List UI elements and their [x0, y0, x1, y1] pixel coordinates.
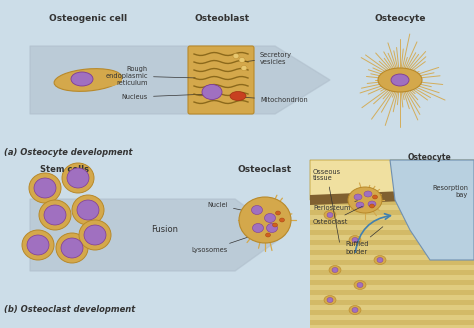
Ellipse shape	[67, 168, 89, 188]
Ellipse shape	[56, 233, 88, 263]
Ellipse shape	[368, 201, 376, 207]
Text: Periosteum: Periosteum	[313, 201, 357, 211]
Polygon shape	[310, 300, 474, 305]
Polygon shape	[310, 160, 474, 165]
Ellipse shape	[275, 211, 281, 215]
Text: Rough
endoplasmic
reticulum: Rough endoplasmic reticulum	[106, 66, 195, 86]
Ellipse shape	[39, 200, 71, 230]
Polygon shape	[310, 310, 474, 315]
Text: Osteoclast: Osteoclast	[238, 165, 292, 174]
Ellipse shape	[22, 230, 54, 260]
Text: Osteocyte: Osteocyte	[408, 153, 452, 162]
Ellipse shape	[84, 225, 106, 245]
Text: Secretory
vesicles: Secretory vesicles	[245, 51, 292, 65]
Ellipse shape	[354, 194, 362, 200]
Ellipse shape	[29, 173, 61, 203]
Ellipse shape	[44, 205, 66, 225]
Text: Ruffled
border: Ruffled border	[345, 227, 383, 255]
Text: Nucleus: Nucleus	[122, 94, 207, 100]
Polygon shape	[310, 210, 474, 215]
Ellipse shape	[370, 204, 374, 208]
Ellipse shape	[241, 66, 247, 71]
Ellipse shape	[266, 223, 277, 233]
Ellipse shape	[34, 178, 56, 198]
Text: Fusion: Fusion	[152, 226, 179, 235]
Polygon shape	[310, 188, 474, 205]
Ellipse shape	[102, 78, 122, 86]
Ellipse shape	[202, 85, 222, 99]
Text: Osteogenic cell: Osteogenic cell	[49, 14, 127, 23]
FancyArrow shape	[30, 199, 285, 271]
Ellipse shape	[348, 187, 382, 213]
Text: Osteoblast: Osteoblast	[194, 14, 250, 23]
Ellipse shape	[324, 296, 336, 304]
Polygon shape	[310, 170, 474, 175]
Ellipse shape	[374, 256, 386, 264]
Ellipse shape	[354, 280, 366, 290]
Ellipse shape	[61, 238, 83, 258]
Text: Mitochondrion: Mitochondrion	[242, 97, 308, 103]
Polygon shape	[310, 250, 474, 255]
Ellipse shape	[252, 206, 263, 215]
Text: Resorption
bay: Resorption bay	[432, 185, 468, 198]
Ellipse shape	[72, 195, 104, 225]
Polygon shape	[310, 290, 474, 295]
Ellipse shape	[253, 223, 264, 233]
Ellipse shape	[62, 163, 94, 193]
FancyBboxPatch shape	[188, 46, 254, 114]
Text: (a) Osteocyte development: (a) Osteocyte development	[4, 148, 133, 157]
Ellipse shape	[230, 92, 246, 100]
FancyArrow shape	[30, 46, 330, 114]
Ellipse shape	[71, 72, 93, 86]
Ellipse shape	[357, 282, 363, 288]
Ellipse shape	[265, 233, 271, 237]
Polygon shape	[310, 190, 474, 195]
Polygon shape	[310, 280, 474, 285]
Text: Lysosomes: Lysosomes	[192, 229, 273, 253]
Text: Stem cells: Stem cells	[40, 165, 90, 174]
Text: (b) Osteoclast development: (b) Osteoclast development	[4, 305, 135, 314]
Ellipse shape	[280, 218, 284, 222]
Ellipse shape	[233, 53, 239, 58]
Ellipse shape	[377, 257, 383, 262]
Ellipse shape	[77, 200, 99, 220]
Polygon shape	[310, 260, 474, 265]
Ellipse shape	[239, 57, 245, 63]
Ellipse shape	[364, 191, 372, 197]
Ellipse shape	[352, 237, 358, 242]
Polygon shape	[390, 160, 474, 260]
Text: Osseous
tissue: Osseous tissue	[313, 169, 341, 242]
Text: Nuclei: Nuclei	[208, 202, 257, 214]
Ellipse shape	[264, 214, 275, 222]
Polygon shape	[310, 320, 474, 325]
Polygon shape	[310, 200, 474, 205]
Ellipse shape	[329, 265, 341, 275]
Ellipse shape	[239, 197, 291, 243]
Ellipse shape	[378, 68, 422, 92]
Ellipse shape	[373, 195, 377, 199]
Ellipse shape	[349, 305, 361, 315]
Ellipse shape	[352, 308, 358, 313]
Polygon shape	[310, 160, 474, 200]
Text: Osteoclast: Osteoclast	[313, 206, 363, 225]
Ellipse shape	[356, 202, 364, 208]
Polygon shape	[310, 160, 474, 328]
Ellipse shape	[332, 268, 338, 273]
Polygon shape	[310, 270, 474, 275]
Ellipse shape	[54, 69, 122, 92]
Ellipse shape	[324, 211, 336, 219]
Polygon shape	[310, 180, 474, 185]
Ellipse shape	[349, 236, 361, 244]
Polygon shape	[310, 230, 474, 235]
Polygon shape	[310, 240, 474, 245]
Ellipse shape	[273, 223, 277, 227]
Ellipse shape	[79, 220, 111, 250]
Ellipse shape	[391, 74, 409, 86]
Text: Osteocyte: Osteocyte	[374, 14, 426, 23]
Polygon shape	[310, 220, 474, 225]
Ellipse shape	[327, 213, 333, 217]
Ellipse shape	[27, 235, 49, 255]
Ellipse shape	[327, 297, 333, 302]
